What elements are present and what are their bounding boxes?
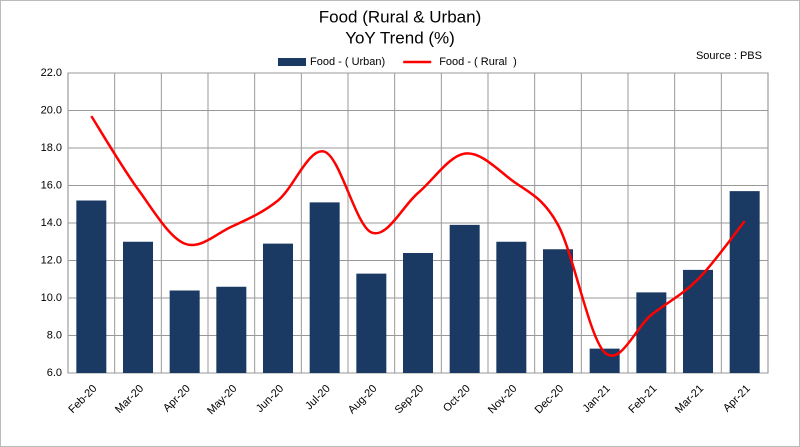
y-tick-label: 18.0 xyxy=(41,142,62,154)
legend-label: Food - ( Rural ) xyxy=(439,56,517,68)
y-tick-label: 6.0 xyxy=(47,367,62,379)
y-tick-label: 22.0 xyxy=(41,67,62,79)
y-tick-label: 12.0 xyxy=(41,254,62,266)
y-tick-label: 14.0 xyxy=(41,217,62,229)
y-tick-label: 8.0 xyxy=(47,329,62,341)
y-tick-label: 20.0 xyxy=(41,104,62,116)
chart-title: Food (Rural & Urban) xyxy=(319,7,482,26)
bar xyxy=(263,243,293,373)
chart-subtitle: YoY Trend (%) xyxy=(345,28,455,47)
line xyxy=(90,115,746,357)
bar xyxy=(729,191,760,373)
y-tick-label: 16.0 xyxy=(41,179,62,191)
bar xyxy=(449,224,480,373)
bar xyxy=(216,286,247,373)
bar xyxy=(543,249,573,373)
legend-label: Food - ( Urban) xyxy=(310,56,385,68)
bar xyxy=(636,292,667,373)
bar xyxy=(683,269,713,373)
bar xyxy=(76,200,107,373)
bar xyxy=(356,273,387,373)
legend-swatch xyxy=(278,58,306,66)
y-tick-label: 10.0 xyxy=(41,292,62,304)
bar xyxy=(496,241,527,373)
bar xyxy=(403,253,433,373)
bar xyxy=(309,202,340,373)
source-note: Source : PBS xyxy=(696,50,762,62)
bar xyxy=(123,241,153,373)
bar xyxy=(169,290,200,373)
